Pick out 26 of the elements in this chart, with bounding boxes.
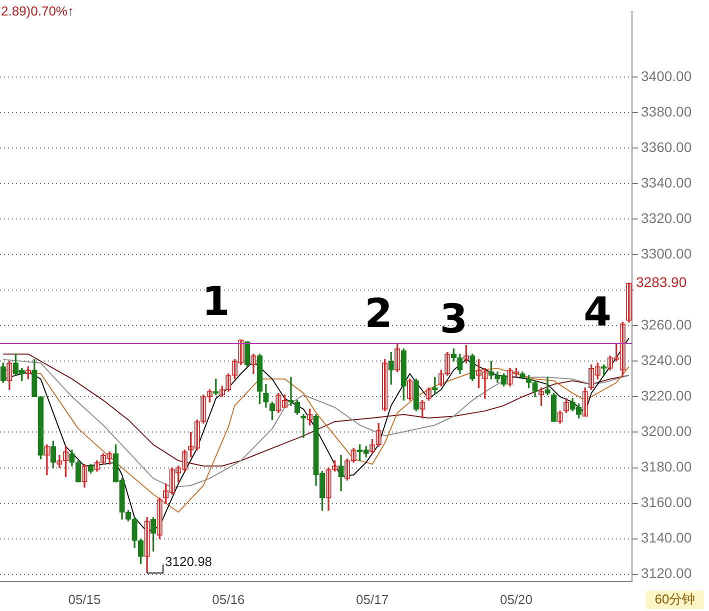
annotation: 1 xyxy=(202,278,230,325)
y-tick-label: 3180.00 xyxy=(641,458,692,475)
x-tick-label: 05/17 xyxy=(356,592,389,607)
x-tick-label: 05/16 xyxy=(212,592,245,607)
y-tick-label: 3320.00 xyxy=(641,210,692,226)
y-tick-label: 3360.00 xyxy=(641,138,692,155)
y-tick-label: 3200.00 xyxy=(641,423,692,440)
x-tick-label: 05/15 xyxy=(68,592,101,607)
y-tick-label: 3160.00 xyxy=(641,494,692,510)
annotation: 2.89)0.70%↑ xyxy=(1,4,74,19)
y-tick-label: 3140.00 xyxy=(641,530,692,546)
annotation: 3120.98 xyxy=(165,554,212,570)
y-tick-label: 3120.00 xyxy=(641,565,692,582)
y-tick-label: 3380.00 xyxy=(641,103,692,120)
y-tick-label: 3340.00 xyxy=(641,174,692,190)
y-tick-label: 3220.00 xyxy=(641,388,692,404)
text: 3283.90 xyxy=(636,274,687,290)
text: 60分钟 xyxy=(654,592,696,607)
y-tick-label: 3400.00 xyxy=(641,68,692,84)
x-tick-label: 05/20 xyxy=(500,592,533,607)
annotation: 3 xyxy=(440,296,468,343)
y-tick-label: 3300.00 xyxy=(641,246,692,262)
y-tick-label: 3240.00 xyxy=(641,352,692,368)
annotation: 4 xyxy=(584,289,612,336)
y-tick-label: 3260.00 xyxy=(641,316,692,333)
annotation: 2 xyxy=(364,291,392,338)
